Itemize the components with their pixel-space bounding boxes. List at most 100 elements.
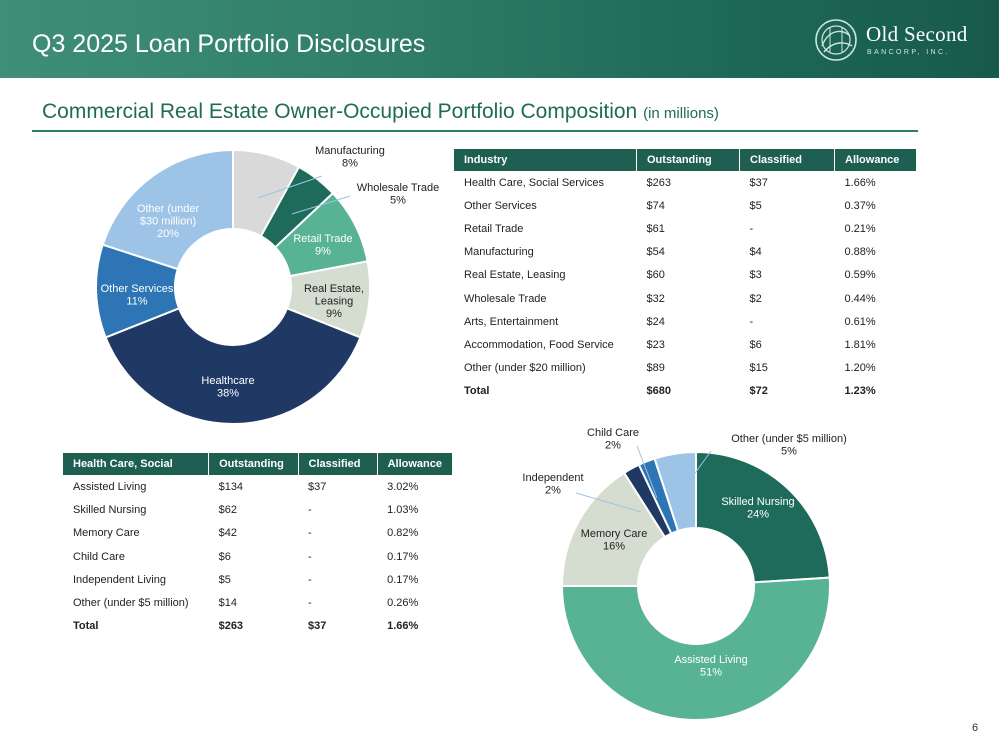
table-row: Assisted Living $134 $37 3.02% <box>63 475 452 498</box>
table-row: Arts, Entertainment $24 - 0.61% <box>454 310 916 333</box>
column-header: Classified <box>739 149 835 171</box>
table-cell: $37 <box>308 620 327 633</box>
table-cell: 1.20% <box>844 362 876 375</box>
slice-label: Child Care 2% <box>587 427 639 452</box>
table-cell: $263 <box>218 620 244 633</box>
table-cell: $4 <box>749 246 762 259</box>
slice-label: Other (under $5 million) 5% <box>731 433 847 458</box>
table-cell: $37 <box>749 176 768 189</box>
column-header: Outstanding <box>636 149 740 171</box>
table-cell: Manufacturing <box>464 246 534 259</box>
table-row: Manufacturing $54 $4 0.88% <box>454 241 916 264</box>
table-row: Child Care $6 - 0.17% <box>63 545 452 568</box>
column-header: Classified <box>298 453 378 475</box>
logo-subtitle: BANCORP, INC. <box>867 49 950 56</box>
table-cell: 1.66% <box>844 176 876 189</box>
industry-table: Industry Outstanding Classified Allowanc… <box>454 149 916 403</box>
donut-slice <box>104 307 362 425</box>
slice-label: Healthcare 38% <box>201 375 254 400</box>
table-cell: $54 <box>646 246 665 259</box>
table-row: Other (under $5 million) $14 - 0.26% <box>63 591 452 614</box>
slice-label: Other Services 11% <box>101 283 174 308</box>
donut-slice <box>101 148 234 271</box>
table-cell: Child Care <box>73 550 125 563</box>
logo-mark-icon <box>815 19 857 61</box>
table-cell: Real Estate, Leasing <box>464 269 566 282</box>
table-cell: $5 <box>749 199 762 212</box>
table-cell: - <box>749 315 754 328</box>
table-cell: Arts, Entertainment <box>464 315 559 328</box>
table-row: Memory Care $42 - 0.82% <box>63 522 452 545</box>
table-cell: 0.21% <box>844 222 876 235</box>
table-cell: - <box>308 597 312 610</box>
company-logo: Old Second BANCORP, INC. <box>812 14 982 66</box>
table-cell: 0.88% <box>844 246 876 259</box>
slice-label: Independent 2% <box>522 472 583 497</box>
section-title: Commercial Real Estate Owner-Occupied Po… <box>42 100 719 124</box>
table-cell: Health Care, Social Services <box>464 176 605 189</box>
section-title-text: Commercial Real Estate Owner-Occupied Po… <box>42 100 638 123</box>
page-number: 6 <box>972 722 979 734</box>
table-cell: $14 <box>218 597 237 610</box>
health-care-table: Health Care, Social Outstanding Classifi… <box>63 453 452 638</box>
donut-slice <box>653 450 697 533</box>
slice-label: Wholesale Trade 5% <box>357 182 440 207</box>
table-cell: 1.03% <box>387 503 419 516</box>
slice-label: Memory Care 16% <box>581 528 648 553</box>
table-cell: 0.44% <box>844 292 876 305</box>
table-cell: $680 <box>646 385 671 398</box>
table-cell: - <box>308 550 312 563</box>
table-cell: Assisted Living <box>73 480 147 493</box>
table-cell: $61 <box>646 222 665 235</box>
table-cell: Wholesale Trade <box>464 292 547 305</box>
table-cell: $72 <box>749 385 768 398</box>
table-cell: $89 <box>646 362 665 375</box>
section-divider <box>32 130 918 132</box>
table-row: Other (under $20 million) $89 $15 1.20% <box>454 357 916 380</box>
table-total-row: Total $680 $72 1.23% <box>454 380 916 403</box>
table-cell: 1.23% <box>844 385 876 398</box>
table-cell: $74 <box>646 199 665 212</box>
leader-line <box>575 492 642 513</box>
table-cell: - <box>308 573 312 586</box>
table-cell: $32 <box>646 292 665 305</box>
table-cell: Other (under $5 million) <box>73 597 189 610</box>
table-cell: 0.61% <box>844 315 876 328</box>
table-cell: 1.81% <box>844 338 876 351</box>
logo-name: Old Second <box>866 22 968 46</box>
table-cell: Total <box>73 620 99 633</box>
table-cell: Other (under $20 million) <box>464 362 586 375</box>
table-cell: $2 <box>749 292 762 305</box>
table-cell: $37 <box>308 480 327 493</box>
table-cell: $3 <box>749 269 762 282</box>
table-cell: 0.82% <box>387 527 419 540</box>
table-cell: $5 <box>218 573 231 586</box>
section-title-unit: (in millions) <box>643 105 719 122</box>
table-cell: $60 <box>646 269 665 282</box>
leader-line <box>636 445 658 499</box>
table-cell: 0.37% <box>844 199 876 212</box>
table-row: Retail Trade $61 - 0.21% <box>454 217 916 240</box>
slice-label: Assisted Living 51% <box>674 654 747 679</box>
table-cell: Retail Trade <box>464 222 524 235</box>
table-row: Other Services $74 $5 0.37% <box>454 194 916 217</box>
table-total-row: Total $263 $37 1.66% <box>63 615 452 638</box>
table-cell: 1.66% <box>387 620 419 633</box>
leader-line <box>682 450 712 491</box>
slice-label: Other (under $30 million) 20% <box>137 203 200 240</box>
table-cell: 0.26% <box>387 597 419 610</box>
table-cell: $23 <box>646 338 665 351</box>
table-cell: Other Services <box>464 199 537 212</box>
slice-label: Real Estate, Leasing 9% <box>304 283 364 320</box>
table-row: Real Estate, Leasing $60 $3 0.59% <box>454 264 916 287</box>
table-cell: 3.02% <box>387 480 419 493</box>
table-cell: Total <box>464 385 490 398</box>
table-row: Accommodation, Food Service $23 $6 1.81% <box>454 333 916 356</box>
column-header: Industry <box>454 149 637 171</box>
table-cell: - <box>749 222 754 235</box>
table-cell: $6 <box>749 338 762 351</box>
table-cell: $62 <box>218 503 237 516</box>
donut-slice <box>560 576 831 721</box>
page-title: Q3 2025 Loan Portfolio Disclosures <box>32 30 426 58</box>
table-cell: 0.59% <box>844 269 876 282</box>
